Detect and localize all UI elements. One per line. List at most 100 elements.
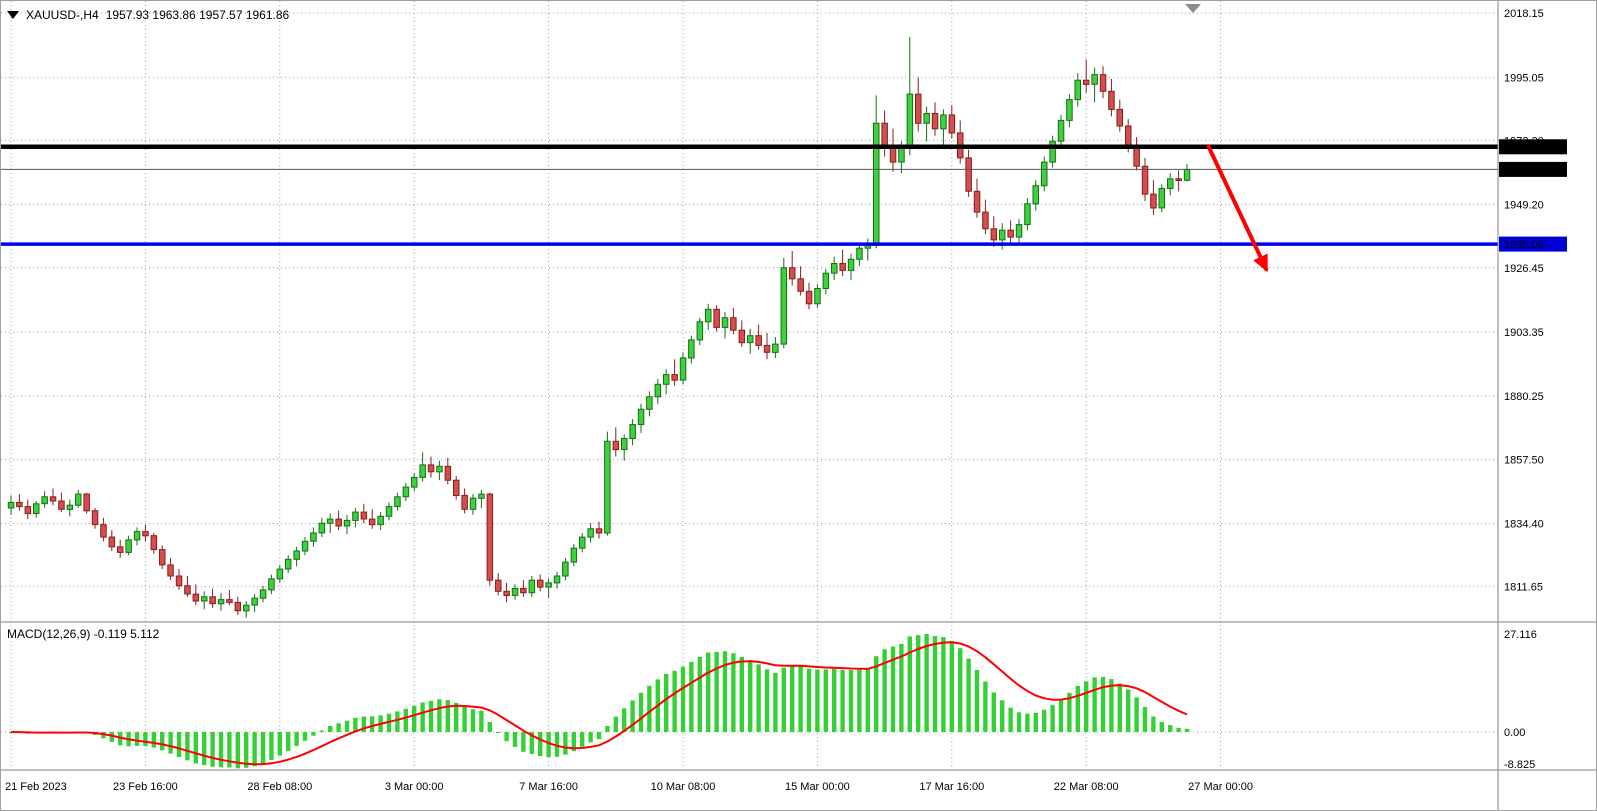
macd-histogram-bar [260, 732, 266, 764]
candle-down [1083, 79, 1090, 85]
macd-histogram-bar [748, 660, 753, 732]
candle-down [503, 590, 510, 596]
candle-up [528, 579, 536, 594]
candle-up [587, 528, 594, 538]
candle-down [881, 122, 888, 148]
candle-up [511, 588, 519, 596]
time-axis-label: 7 Mar 16:00 [519, 781, 578, 793]
trend-arrow[interactable] [1206, 144, 1269, 273]
candle-up [772, 343, 779, 353]
macd-histogram-bar [546, 732, 551, 758]
candle-up [1167, 178, 1174, 190]
macd-histogram-bar [1109, 679, 1114, 732]
candle-up [545, 582, 552, 588]
macd-histogram-bar [235, 732, 240, 769]
price-axis-label: 1834.40 [1504, 519, 1544, 531]
time-axis-label: 21 Feb 2023 [5, 781, 67, 793]
candle-up [352, 511, 359, 521]
macd-histogram-bar [269, 732, 274, 760]
macd-histogram-bar [680, 666, 686, 732]
candle-down [1141, 165, 1149, 195]
macd-histogram-bar [1184, 728, 1190, 732]
candle-down [789, 267, 796, 280]
candle-down [335, 518, 342, 527]
macd-histogram-bar [983, 681, 988, 732]
price-axis-label: 2018.15 [1504, 8, 1544, 20]
macd-histogram-bar [160, 732, 165, 751]
candle-down [24, 506, 32, 515]
macd-histogram-bar [689, 661, 694, 732]
macd-histogram-bar [1159, 721, 1164, 732]
macd-histogram-bar [848, 670, 854, 732]
candle-down [192, 593, 200, 602]
candle-up [436, 465, 443, 473]
candle-down [612, 440, 620, 451]
candle-down [184, 585, 191, 595]
macd-histogram-bar [949, 641, 954, 732]
time-axis-label: 15 Mar 00:00 [785, 781, 850, 793]
candle-up [243, 604, 250, 612]
candle-down [226, 599, 233, 603]
macd-histogram-bar [1168, 725, 1173, 732]
candle-down [142, 531, 149, 537]
macd-histogram-bar [386, 713, 392, 732]
macd-histogram-bar [1084, 681, 1089, 732]
candle-down [175, 575, 183, 587]
candle-up [310, 532, 317, 542]
candle-down [91, 510, 99, 526]
macd-histogram-bar [185, 732, 190, 761]
macd-histogram-bar [974, 670, 980, 732]
grid-layer [1, 1, 1498, 769]
macd-histogram-bar [176, 732, 182, 757]
candle-down [368, 518, 376, 526]
candle-up [402, 486, 410, 498]
macd-histogram-bar [815, 669, 820, 732]
candle-down [1125, 125, 1132, 146]
price-badge [1499, 161, 1567, 177]
macd-histogram-bar [202, 732, 207, 766]
candle-up [646, 396, 653, 410]
candle-up [411, 476, 418, 488]
macd-histogram-bar [647, 685, 652, 732]
chart-shift-marker-icon[interactable] [1185, 4, 1201, 13]
candle-up [394, 496, 401, 507]
macd-histogram-bar [697, 656, 702, 732]
macd-histogram-bar [563, 732, 568, 755]
macd-histogram-bar [244, 732, 249, 768]
candle-up [41, 496, 48, 505]
macd-histogram-bar [151, 732, 156, 748]
candle-up [276, 568, 284, 580]
candle-up [637, 408, 645, 426]
macd-histogram-bar [168, 732, 173, 754]
macd-histogram-bar [756, 664, 761, 732]
candle-up [343, 519, 351, 527]
candle-down [671, 374, 678, 381]
candle-up [940, 114, 947, 130]
candle-up [1049, 140, 1056, 163]
candle-down [973, 190, 981, 213]
macd-histogram-bar [1025, 713, 1030, 732]
price-axis-label: 1880.25 [1504, 391, 1544, 403]
candle-up [822, 272, 830, 290]
candle-up [1015, 224, 1023, 238]
macd-histogram-bar [613, 716, 618, 732]
macd-histogram-bar [361, 716, 366, 732]
candle-up [873, 122, 880, 246]
candle-up [1041, 161, 1048, 187]
macd-histogram-bar [504, 732, 509, 742]
candle-down [965, 157, 972, 192]
macd-histogram-bar [437, 699, 442, 732]
candle-up [284, 558, 292, 570]
symbol-marker-icon [7, 11, 19, 19]
candle-up [831, 263, 838, 274]
macd-histogram-bar [277, 732, 282, 756]
candle-up [621, 438, 628, 451]
macd-histogram-bar [1016, 712, 1022, 732]
macd-histogram-bar [462, 707, 467, 732]
macd-histogram-bar [353, 717, 358, 732]
macd-histogram-bar [722, 651, 728, 732]
macd-histogram-bar [479, 710, 484, 732]
candlestick-series [7, 37, 1191, 618]
